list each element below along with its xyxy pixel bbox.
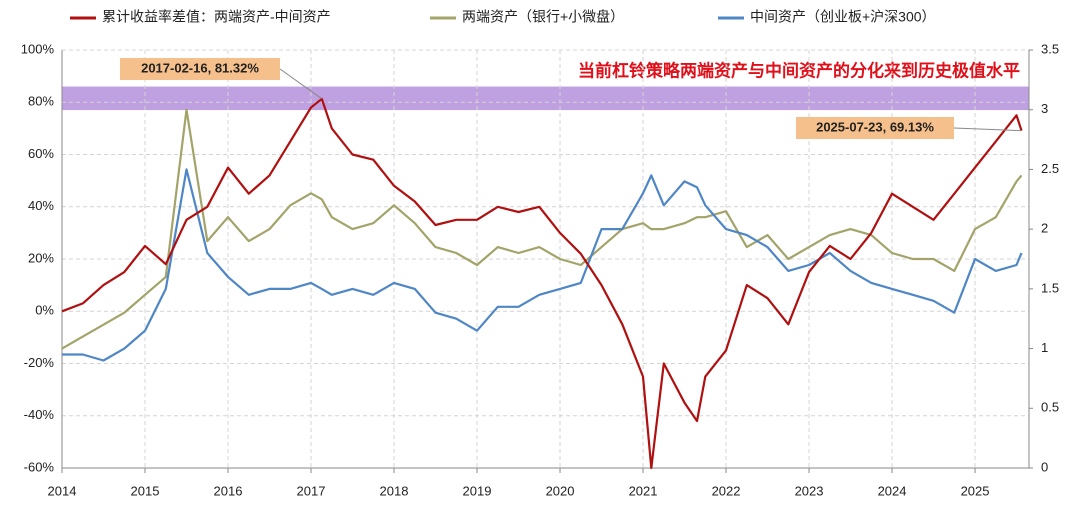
y-tick-label: 100% (21, 41, 55, 56)
x-tick-label: 2017 (297, 483, 326, 498)
legend-label: 累计收益率差值：两端资产-中间资产 (102, 9, 331, 25)
y-tick-label: 20% (28, 250, 54, 265)
y-tick-label: -40% (24, 407, 55, 422)
x-tick-label: 2015 (131, 483, 160, 498)
y2-tick-label: 1.5 (1041, 280, 1059, 295)
y2-tick-label: 2.5 (1041, 161, 1059, 176)
series-line (61, 97, 1023, 470)
y-tick-label: -60% (24, 459, 55, 474)
annotation-label: 2025-07-23, 69.13% (816, 119, 934, 134)
highlight-band (62, 86, 1029, 111)
legend-label: 中间资产（创业板+沪深300） (750, 9, 936, 25)
annotation-label: 2017-02-16, 81.32% (141, 60, 259, 75)
y-tick-label: 80% (28, 94, 54, 109)
x-tick-label: 2023 (795, 483, 824, 498)
x-tick-label: 2018 (380, 483, 409, 498)
y2-tick-label: 3.5 (1041, 41, 1059, 56)
y2-tick-label: 0 (1041, 459, 1048, 474)
legend-label: 两端资产（银行+小微盘） (462, 9, 624, 25)
x-tick-label: 2024 (878, 483, 907, 498)
y-tick-label: 60% (28, 146, 54, 161)
y-tick-label: -20% (24, 355, 55, 370)
x-tick-label: 2019 (463, 483, 492, 498)
annotation-leader (953, 127, 1022, 132)
x-tick-label: 2020 (546, 483, 575, 498)
annotation-title: 当前杠铃策略两端资产与中间资产的分化来到历史极值水平 (578, 60, 1020, 80)
x-tick-label: 2014 (48, 483, 77, 498)
x-tick-label: 2022 (712, 483, 741, 498)
y2-tick-label: 2 (1041, 221, 1048, 236)
x-tick-label: 2025 (961, 483, 990, 498)
annotation-box (796, 117, 954, 139)
y-tick-label: 0% (35, 303, 54, 318)
x-tick-label: 2016 (214, 483, 243, 498)
y2-tick-label: 3 (1041, 101, 1048, 116)
x-tick-label: 2021 (629, 483, 658, 498)
series-line (62, 168, 1023, 362)
annotation-box (120, 58, 280, 80)
series-line (61, 108, 1023, 350)
y-tick-label: 40% (28, 198, 54, 213)
y2-tick-label: 0.5 (1041, 400, 1059, 415)
y2-tick-label: 1 (1041, 340, 1048, 355)
annotation-leader (279, 68, 323, 100)
